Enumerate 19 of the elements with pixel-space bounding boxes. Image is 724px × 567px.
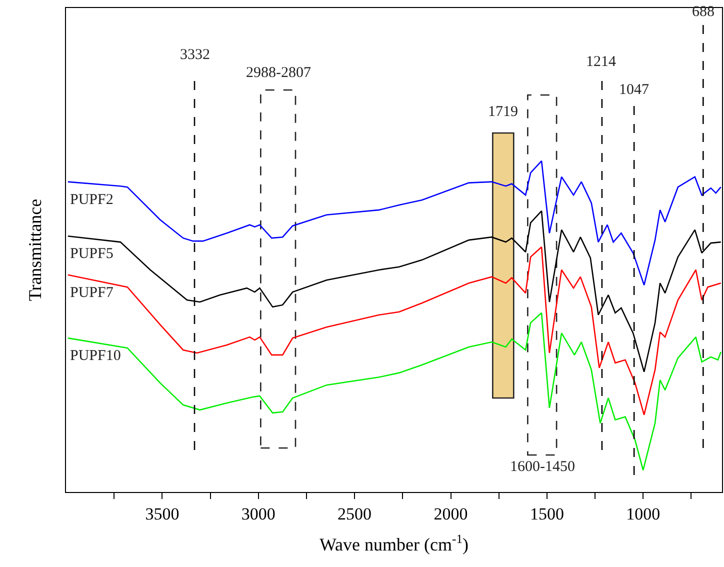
ref-line-label: 688 bbox=[692, 4, 714, 20]
x-tick-label: 1500 bbox=[530, 504, 564, 524]
band-label: 2988-2807 bbox=[246, 65, 312, 81]
x-tick-label: 1000 bbox=[626, 504, 660, 524]
series-label: PUPF5 bbox=[70, 246, 114, 262]
ref-line-label: 3332 bbox=[180, 47, 210, 63]
y-axis-title: Transmittance bbox=[25, 198, 46, 302]
x-tick-label: 3000 bbox=[241, 504, 276, 524]
series-label: PUPF10 bbox=[70, 348, 121, 364]
x-tick-label: 2500 bbox=[338, 504, 372, 524]
ref-line-label: 1214 bbox=[586, 54, 616, 70]
x-axis-title: Wave number (cm$^{-1}$) bbox=[320, 532, 468, 555]
series-label: PUPF2 bbox=[70, 192, 114, 208]
ref-line-label: 1047 bbox=[619, 82, 650, 98]
band-label: 1600-1450 bbox=[510, 459, 575, 475]
series-label: PUPF7 bbox=[70, 285, 114, 301]
band-label: 1719 bbox=[488, 104, 518, 120]
x-tick-label: 2000 bbox=[434, 504, 468, 524]
x-tick-label: 3500 bbox=[145, 504, 180, 524]
